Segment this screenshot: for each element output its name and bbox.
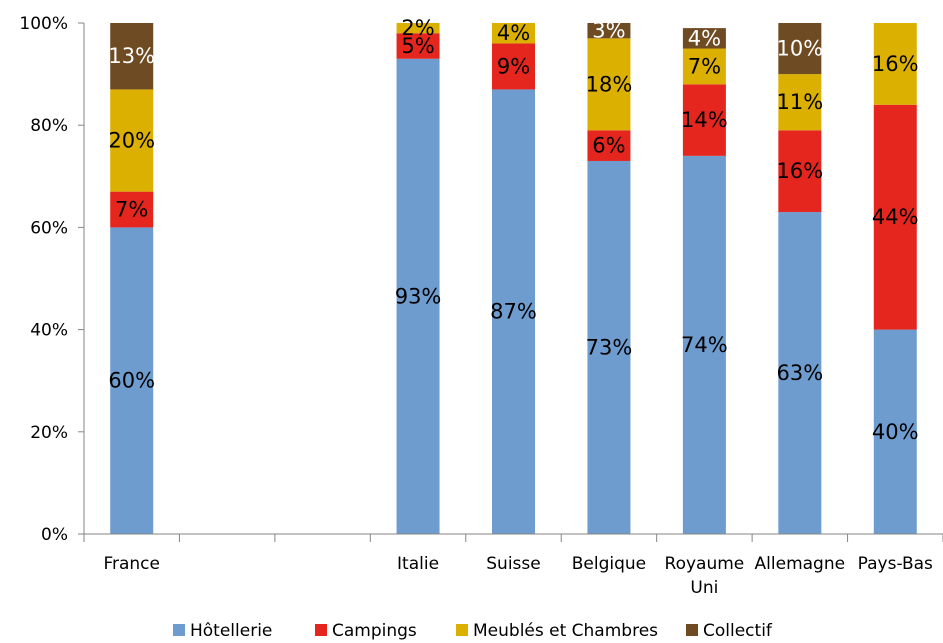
legend-label-campings: Campings: [332, 621, 417, 641]
data-label-meubles-et-chambres-belgique: 18%: [586, 72, 633, 96]
data-label-campings-belgique: 6%: [592, 134, 625, 158]
bar-collectif-allemagne: [778, 23, 822, 75]
bar-hotellerie-allemagne: [778, 212, 822, 534]
bar-meubles-et-chambres-belgique: [587, 38, 631, 131]
x-tick-label-royaume-uni: Royaume Uni: [665, 554, 745, 598]
legend: Hôtellerie Campings Meublés et Chambres Col…: [173, 621, 773, 641]
bar-campings-france: [110, 191, 154, 228]
legend-swatch-collectif: [686, 624, 698, 636]
data-label-collectif-royaume-uni: 4%: [688, 26, 721, 50]
y-tick-label: 0%: [41, 525, 68, 545]
x-tick-label-suisse: Suisse: [486, 554, 540, 574]
data-label-hotellerie-belgique: 73%: [586, 335, 633, 359]
bar-meubles-et-chambres-pays-bas: [873, 23, 917, 105]
data-label-collectif-france: 13%: [108, 44, 155, 68]
data-label-campings-suisse: 9%: [497, 54, 530, 78]
bar-campings-allemagne: [778, 130, 822, 213]
legend-swatch-hotellerie: [173, 624, 185, 636]
data-label-meubles-et-chambres-suisse: 4%: [497, 21, 530, 45]
data-label-hotellerie-france: 60%: [108, 369, 155, 393]
bar-campings-belgique: [587, 130, 631, 161]
bar-meubles-et-chambres-suisse: [492, 23, 535, 44]
y-tick-label: 80%: [30, 116, 68, 136]
bars-group: [110, 23, 917, 535]
bar-collectif-france: [110, 23, 154, 90]
data-label-collectif-belgique: 3%: [592, 19, 625, 43]
data-label-meubles-et-chambres-france: 20%: [108, 129, 155, 153]
y-tick-label: 40%: [30, 321, 68, 341]
bar-collectif-belgique: [587, 23, 631, 39]
bar-hotellerie-france: [110, 227, 154, 534]
legend-swatch-meubles-et-chambres: [456, 624, 468, 636]
legend-label-collectif: Collectif: [703, 621, 773, 641]
axes-group: 0% 20% 40% 60% 80% 100% France Italie Suisse Belg…: [19, 14, 943, 598]
bar-hotellerie-italie: [396, 58, 440, 535]
data-label-meubles-et-chambres-italie: 2%: [401, 16, 434, 40]
data-label-hotellerie-pays-bas: 40%: [872, 420, 919, 444]
data-label-campings-allemagne: 16%: [776, 159, 823, 183]
y-tick-label: 20%: [30, 423, 68, 443]
data-label-campings-royaume-uni: 14%: [681, 108, 728, 132]
data-label-meubles-et-chambres-pays-bas: 16%: [872, 52, 919, 76]
bar-campings-suisse: [492, 43, 535, 90]
data-label-meubles-et-chambres-allemagne: 11%: [776, 90, 823, 114]
data-label-campings-france: 7%: [115, 198, 148, 222]
bar-campings-italie: [396, 33, 440, 59]
x-tick-label-italie: Italie: [397, 554, 439, 574]
data-label-hotellerie-italie: 93%: [395, 284, 442, 308]
legend-swatch-campings: [315, 624, 327, 636]
bar-hotellerie-pays-bas: [873, 329, 917, 534]
legend-label-meubles-et-chambres: Meublés et Chambres: [473, 621, 658, 641]
bar-hotellerie-belgique: [587, 160, 631, 534]
data-label-hotellerie-allemagne: 63%: [776, 361, 823, 385]
bar-meubles-et-chambres-allemagne: [778, 74, 822, 131]
data-label-hotellerie-royaume-uni: 74%: [681, 333, 728, 357]
data-label-collectif-allemagne: 10%: [776, 37, 823, 61]
x-tick-label-allemagne: Allemagne: [755, 554, 846, 574]
data-label-hotellerie-suisse: 87%: [490, 300, 537, 324]
data-labels-group: 60% 7% 20% 13% 93% 5%2% 87% 9% 4% 73% 6% 18% 3% 74% 14…: [108, 16, 918, 444]
data-label-meubles-et-chambres-royaume-uni: 7%: [688, 54, 721, 78]
legend-label-hotellerie: Hôtellerie: [190, 621, 272, 641]
bar-meubles-et-chambres-france: [110, 89, 154, 192]
bar-hotellerie-suisse: [492, 89, 535, 535]
bar-collectif-royaume-uni: [682, 28, 726, 49]
data-label-campings-italie: 5%: [401, 34, 434, 58]
x-tick-label-france: France: [103, 554, 160, 574]
bar-meubles-et-chambres-royaume-uni: [682, 48, 726, 85]
bar-campings-pays-bas: [873, 104, 917, 330]
x-tick-label-pays-bas: Pays-Bas: [858, 554, 933, 574]
y-tick-label: 60%: [30, 218, 68, 238]
y-tick-label: 100%: [19, 14, 68, 34]
data-label-campings-pays-bas: 44%: [872, 205, 919, 229]
x-tick-label-belgique: Belgique: [572, 554, 646, 574]
bar-campings-royaume-uni: [682, 84, 726, 156]
bar-meubles-et-chambres-italie: [396, 23, 440, 34]
bar-hotellerie-royaume-uni: [682, 155, 726, 535]
